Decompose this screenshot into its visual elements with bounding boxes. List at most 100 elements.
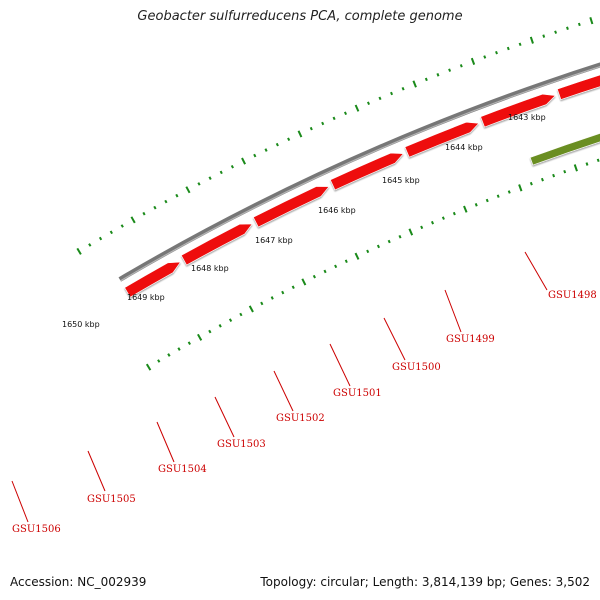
inner-tick-ring (145, 158, 600, 371)
scale-tick (164, 199, 168, 204)
gene-label-gsu1503: GSU1503 (217, 439, 266, 450)
scale-tick (366, 101, 371, 106)
scale-labels: 1643 kbp 1644 kbp 1645 kbp 1646 kbp 1647 kbp… (62, 113, 546, 329)
scale-tick (344, 259, 348, 264)
scale-tick (167, 353, 171, 357)
scale-tick (287, 137, 291, 142)
scale-tick (507, 190, 511, 194)
scale-tick (309, 126, 313, 131)
leader-line-gsu1498 (524, 251, 548, 291)
scale-tick (529, 181, 533, 186)
scale-tick (230, 164, 234, 169)
scale-tick (291, 285, 295, 290)
leader-line-gsu1501 (329, 343, 351, 387)
scale-tick (563, 169, 567, 174)
scale-tick (378, 96, 382, 101)
scale-tick (474, 203, 478, 207)
scale-tick (157, 359, 161, 363)
leader-line-gsu1504 (156, 421, 175, 463)
scale-tick (483, 55, 487, 59)
scale-tick (177, 347, 181, 351)
scale-tick (577, 22, 581, 27)
scale-tick (281, 290, 285, 295)
scale-tick (153, 205, 157, 210)
gene-label-gsu1505: GSU1505 (87, 494, 136, 505)
gene-label-gsu1498: GSU1498 (548, 290, 597, 301)
scale-tick (260, 301, 264, 306)
scale-label-1643: 1643 kbp (508, 113, 546, 122)
scale-tick (518, 184, 523, 192)
scale-tick (275, 142, 279, 147)
genome-backbone (118, 62, 600, 282)
scale-tick (142, 211, 146, 216)
scale-tick (334, 264, 338, 269)
gene-label-gsu1501: GSU1501 (333, 388, 382, 399)
leader-line-gsu1502 (273, 370, 294, 412)
accession-label: Accession: NC_002939 (10, 575, 147, 589)
scale-tick (420, 225, 424, 230)
scale-tick (239, 312, 243, 317)
scale-tick (518, 42, 522, 47)
scale-tick (495, 50, 498, 55)
leader-line-gsu1506 (11, 480, 29, 523)
scale-tick (264, 148, 268, 152)
scale-tick (552, 173, 556, 178)
scale-tick (187, 341, 191, 345)
scale-label-1650: 1650 kbp (62, 320, 100, 329)
scale-tick (109, 230, 113, 235)
scale-tick (120, 224, 124, 228)
scale-tick (301, 278, 307, 286)
leader-line-gsu1503 (214, 396, 235, 438)
scale-tick (441, 216, 445, 220)
scale-tick (589, 17, 594, 25)
scale-tick (529, 36, 534, 44)
scale-tick (573, 164, 578, 172)
scale-tick (412, 80, 417, 88)
scale-tick (218, 324, 222, 328)
scale-tick (506, 46, 510, 51)
scale-tick (208, 329, 212, 334)
backbone-highlight (120, 66, 600, 282)
map-title: Geobacter sulfurreducens PCA, complete g… (137, 9, 463, 24)
gene-labels: GSU1498 GSU1499 GSU1500 GSU1501 GSU1502 GSU15… (11, 251, 597, 535)
scale-tick (390, 91, 394, 96)
scale-tick (408, 228, 414, 236)
scale-tick (540, 177, 544, 182)
leader-line-gsu1500 (383, 317, 406, 361)
scale-tick (485, 198, 489, 203)
scale-tick (430, 220, 435, 225)
scale-tick (585, 162, 589, 166)
scale-tick (312, 274, 316, 279)
scale-tick (496, 194, 500, 198)
scale-label-1647: 1647 kbp (255, 236, 293, 245)
scale-tick (88, 243, 92, 247)
gene-features (124, 74, 600, 298)
scale-label-1645: 1645 kbp (382, 176, 420, 185)
gene-arrow-red (329, 152, 404, 191)
gene-label-gsu1500: GSU1500 (392, 362, 441, 373)
scale-tick (323, 269, 327, 274)
scale-tick (398, 234, 402, 239)
scale-tick (566, 26, 569, 30)
gene-arrow-red (252, 186, 330, 228)
gene-label-gsu1504: GSU1504 (158, 464, 207, 475)
scale-tick (459, 64, 463, 68)
gene-arrow-red (480, 93, 556, 128)
scale-tick (448, 68, 452, 72)
scale-tick (98, 236, 103, 241)
scale-tick (270, 296, 274, 300)
scale-tick (354, 252, 360, 260)
gene-label-gsu1499: GSU1499 (446, 334, 495, 345)
scale-label-1649: 1649 kbp (127, 293, 165, 302)
scale-tick (376, 244, 381, 249)
scale-tick (554, 30, 558, 34)
gene-arrow-gsu1504 (529, 133, 600, 166)
scale-label-1646: 1646 kbp (318, 206, 356, 215)
scale-tick (248, 305, 254, 313)
scale-tick (241, 157, 246, 165)
scale-tick (366, 249, 370, 254)
scale-tick (424, 77, 428, 82)
gene-label-gsu1506: GSU1506 (12, 524, 61, 535)
scale-tick (354, 104, 360, 112)
